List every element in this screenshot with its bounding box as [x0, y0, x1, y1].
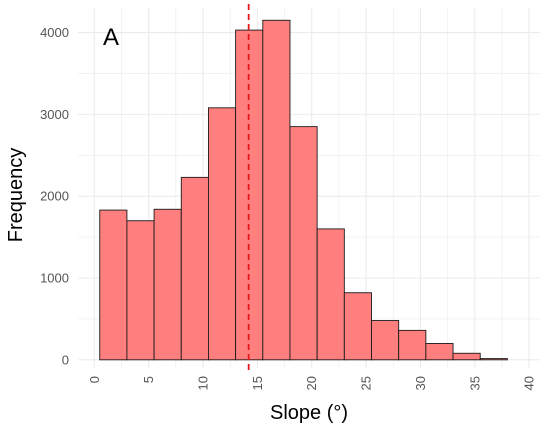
panel-label: A	[103, 24, 119, 51]
x-tick-label: 20	[304, 376, 319, 390]
y-axis-title: Frequency	[5, 148, 27, 243]
histogram-bar	[126, 220, 155, 361]
x-axis-tick-labels: 0 5 10 15 20 25 30 35 40	[87, 376, 537, 390]
y-tick-label: 3000	[40, 107, 69, 122]
histogram-bar	[398, 329, 427, 361]
y-axis-tick-labels: 0 1000 2000 3000 4000	[40, 25, 69, 367]
histogram-bar	[479, 358, 508, 361]
histogram-bar	[180, 176, 209, 361]
x-tick-label: 35	[467, 376, 482, 390]
histogram-bar	[316, 228, 345, 361]
y-tick-label: 0	[62, 352, 69, 367]
histogram-bar	[371, 320, 400, 361]
x-tick-label: 30	[413, 376, 428, 390]
y-tick-label: 2000	[40, 189, 69, 204]
histogram-bar	[207, 107, 237, 361]
x-tick-label: 25	[359, 376, 374, 390]
x-tick-label: 10	[196, 376, 211, 390]
histogram-bar	[262, 19, 291, 361]
histogram-bar	[425, 343, 454, 361]
histogram-bars	[99, 19, 508, 361]
histogram-bar	[99, 209, 128, 361]
x-tick-label: 5	[141, 376, 156, 383]
x-tick-label: 0	[87, 376, 102, 383]
histogram-bar	[343, 292, 372, 361]
x-axis-title: Slope (°)	[270, 402, 348, 424]
histogram-bar	[153, 208, 182, 361]
y-tick-label: 1000	[40, 271, 69, 286]
x-tick-label: 40	[522, 376, 537, 390]
histogram-bar	[452, 352, 481, 361]
y-tick-label: 4000	[40, 25, 69, 40]
x-tick-label: 15	[250, 376, 265, 390]
histogram-bar	[289, 126, 318, 361]
